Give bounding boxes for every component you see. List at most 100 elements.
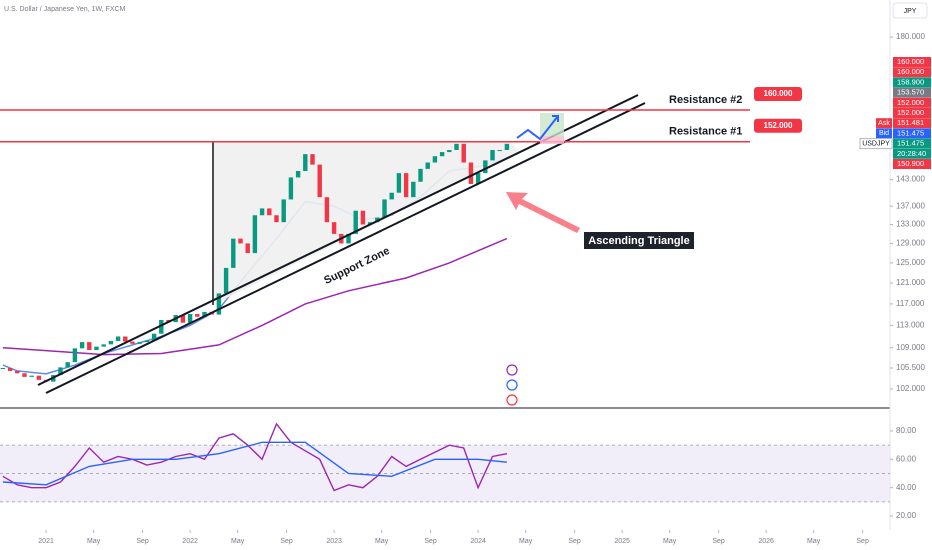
axis-tag: 152.000 — [897, 98, 924, 107]
x-tick-label: Sep — [136, 538, 149, 545]
candle — [425, 162, 430, 169]
candle — [310, 154, 315, 165]
y-tick-label: 105.500 — [896, 363, 925, 372]
x-tick-label: May — [807, 538, 821, 545]
candle — [7, 367, 13, 371]
candle — [346, 233, 351, 244]
candle — [403, 173, 409, 198]
y-tick-label: 143.000 — [896, 175, 925, 184]
axis-tag-box — [893, 128, 931, 139]
axis-tag: 20:28:40 — [897, 149, 926, 158]
candle — [504, 143, 510, 150]
axis-tag: 153.570 — [897, 88, 924, 97]
candle — [267, 208, 272, 216]
pointer-arrow — [506, 192, 580, 233]
candle — [382, 199, 387, 218]
candle — [87, 342, 92, 351]
y-tick-label: 180.000 — [896, 32, 925, 41]
candle — [439, 152, 445, 157]
candle — [353, 210, 358, 234]
moving-average — [2, 237, 508, 356]
resistance-tag: 160.000 — [764, 89, 793, 98]
axis-tag: 151.475 — [897, 128, 924, 137]
x-tick-label: Sep — [424, 538, 437, 545]
candle — [418, 168, 423, 182]
candle — [123, 336, 128, 342]
resistance-tag-box — [754, 87, 802, 102]
candle — [483, 160, 488, 174]
resistance-tag-box — [754, 118, 802, 133]
axis-tag-box — [893, 67, 931, 78]
candle — [331, 222, 337, 234]
candle — [159, 319, 164, 334]
candle — [324, 197, 330, 223]
rsi-line — [2, 441, 507, 486]
candle — [223, 267, 229, 294]
x-tick-label: 2024 — [470, 538, 486, 545]
axis-tag: 158.900 — [897, 77, 924, 86]
axis-tag: 160.000 — [897, 57, 924, 66]
currency-box[interactable] — [892, 2, 928, 19]
candle — [151, 333, 157, 341]
x-tick-label: May — [231, 538, 245, 545]
axis-tag-box — [893, 118, 931, 129]
axis-tag-box — [893, 87, 931, 98]
currency[interactable]: JPY — [904, 8, 917, 15]
candle — [432, 156, 438, 163]
y-tick-label: 109.000 — [896, 343, 925, 352]
axis-tag-prefix: Ask — [878, 120, 890, 127]
y-tick-label: 137.000 — [896, 201, 925, 210]
event-icon — [506, 379, 518, 391]
candle — [375, 217, 380, 223]
candle — [317, 164, 322, 198]
axis-tag-prefix-box — [876, 118, 892, 129]
y-tick-label: 133.000 — [896, 220, 925, 229]
candle — [367, 222, 373, 225]
candle — [303, 154, 308, 171]
candle — [295, 170, 301, 178]
candle — [231, 238, 236, 268]
candle — [108, 340, 114, 345]
candle — [216, 293, 222, 315]
resistance-label: Resistance #2 — [669, 94, 742, 106]
candle — [468, 162, 474, 184]
axis-tag: 151.475 — [897, 139, 924, 148]
candle — [461, 143, 466, 163]
support-line — [45, 102, 646, 394]
y-tick-label: 102.000 — [896, 384, 925, 393]
candle — [389, 192, 394, 200]
candle — [475, 173, 481, 184]
stop-box — [540, 136, 564, 144]
x-tick-label: 2021 — [38, 538, 54, 545]
axis-tag-prefix-box — [859, 138, 893, 150]
candle — [29, 375, 34, 377]
x-tick-label: May — [519, 538, 533, 545]
y-tick-label: 129.000 — [896, 239, 925, 248]
x-tick-label: May — [87, 538, 101, 545]
axis-tag: 160.000 — [897, 67, 924, 76]
rsi-tick-label: 60.00 — [896, 454, 917, 463]
axis-tag: 152.000 — [897, 108, 924, 117]
candle — [396, 173, 402, 193]
rsi-line — [2, 422, 508, 492]
candle — [360, 210, 366, 225]
candle — [195, 314, 200, 317]
candle — [490, 149, 495, 161]
candle — [259, 208, 265, 216]
candle — [180, 315, 186, 323]
axis-tag-box — [893, 159, 931, 169]
axis-tag-prefix-box — [876, 128, 892, 139]
candle — [36, 375, 42, 380]
pattern-label: Ascending Triangle — [588, 235, 689, 247]
candle — [454, 143, 459, 150]
candle — [0, 367, 6, 369]
candle — [252, 215, 258, 254]
event-icon — [506, 364, 518, 376]
candle — [245, 243, 250, 254]
symbol-title: U.S. Dollar / Japanese Yen, 1W, FXCM — [4, 6, 126, 13]
candle — [202, 311, 207, 317]
candle — [130, 341, 135, 344]
candle — [72, 348, 78, 363]
x-tick-label: May — [663, 538, 677, 545]
candle — [497, 149, 502, 151]
